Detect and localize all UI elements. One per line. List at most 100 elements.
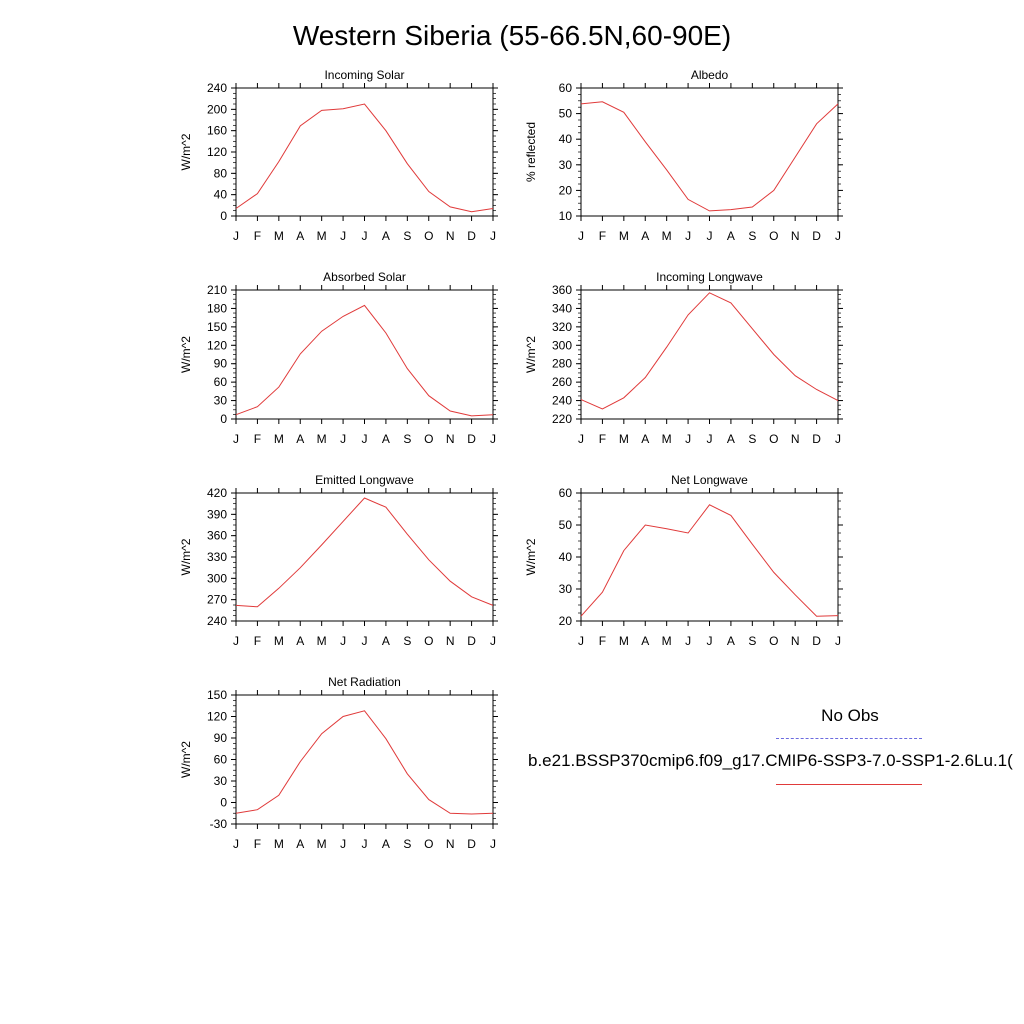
x-tick-label: F [254, 837, 261, 851]
x-tick-label: F [254, 634, 261, 648]
x-tick-label: O [424, 634, 433, 648]
series-line [235, 710, 494, 815]
plot-frame [580, 492, 839, 622]
y-axis-label: % reflected [524, 122, 538, 182]
x-tick-label: J [707, 229, 713, 243]
x-tick-label: S [403, 837, 411, 851]
x-tick-label: A [296, 634, 304, 648]
x-tick-label: M [619, 432, 629, 446]
y-tick-label: 60 [559, 81, 573, 95]
y-tick-label: 160 [207, 124, 227, 138]
y-tick-label: 60 [214, 753, 228, 767]
x-tick-label: N [446, 229, 455, 243]
x-tick-label: N [791, 432, 800, 446]
series-line [235, 497, 494, 608]
y-tick-label: 50 [559, 107, 573, 121]
x-tick-label: S [748, 432, 756, 446]
x-tick-label: M [274, 634, 284, 648]
x-tick-label: D [467, 837, 476, 851]
legend-model-label: b.e21.BSSP370cmip6.f09_g17.CMIP6-SSP3-7.… [528, 751, 1013, 770]
y-tick-label: 60 [559, 486, 573, 500]
x-tick-label: S [403, 432, 411, 446]
x-tick-label: N [446, 634, 455, 648]
plot-frame [235, 87, 494, 217]
y-axis-label: W/m^2 [524, 336, 538, 373]
legend-model-line [776, 784, 922, 785]
x-tick-label: M [317, 634, 327, 648]
x-tick-label: J [233, 634, 239, 648]
y-tick-label: 10 [559, 209, 573, 223]
y-tick-label: 150 [207, 688, 227, 702]
x-tick-label: J [340, 837, 346, 851]
y-tick-label: 90 [214, 357, 228, 371]
x-tick-label: A [296, 432, 304, 446]
x-tick-label: J [490, 432, 496, 446]
y-tick-label: 120 [207, 145, 227, 159]
legend-title: No Obs [821, 706, 879, 725]
x-tick-label: A [641, 634, 649, 648]
x-tick-label: M [274, 432, 284, 446]
panel-title: Incoming Solar [324, 68, 404, 82]
x-tick-label: O [769, 634, 778, 648]
x-tick-label: J [362, 634, 368, 648]
y-tick-label: 40 [214, 188, 228, 202]
x-tick-label: J [835, 432, 841, 446]
x-tick-label: J [835, 634, 841, 648]
x-tick-label: J [490, 837, 496, 851]
x-tick-label: A [727, 432, 735, 446]
y-tick-label: 330 [207, 550, 227, 564]
x-tick-label: O [424, 432, 433, 446]
x-tick-label: J [685, 432, 691, 446]
x-tick-label: M [619, 229, 629, 243]
y-tick-label: 180 [207, 301, 227, 315]
x-tick-label: J [490, 634, 496, 648]
x-tick-label: M [662, 229, 672, 243]
y-tick-label: 0 [220, 796, 227, 810]
x-tick-label: J [233, 837, 239, 851]
x-tick-label: M [662, 432, 672, 446]
x-tick-label: J [578, 432, 584, 446]
x-tick-label: J [340, 634, 346, 648]
x-tick-label: J [490, 229, 496, 243]
y-tick-label: 300 [552, 338, 572, 352]
x-tick-label: S [748, 229, 756, 243]
x-tick-label: D [467, 634, 476, 648]
x-tick-label: J [578, 634, 584, 648]
y-axis-label: W/m^2 [179, 538, 193, 575]
y-tick-label: 150 [207, 320, 227, 334]
x-tick-label: D [467, 229, 476, 243]
x-tick-label: N [791, 634, 800, 648]
y-tick-label: 90 [214, 731, 228, 745]
panel-title: Emitted Longwave [315, 473, 414, 487]
y-tick-label: -30 [210, 817, 228, 831]
x-tick-label: D [467, 432, 476, 446]
x-tick-label: D [812, 634, 821, 648]
x-tick-label: A [382, 634, 390, 648]
plot-frame [235, 492, 494, 622]
x-tick-label: S [403, 634, 411, 648]
x-tick-label: A [296, 229, 304, 243]
x-tick-label: A [382, 837, 390, 851]
x-tick-label: J [340, 229, 346, 243]
chart-panel: Incoming Longwave 220 240 260 280 300 320 340 36… [524, 270, 843, 446]
x-tick-label: F [599, 432, 606, 446]
y-tick-label: 120 [207, 338, 227, 352]
series-line [580, 101, 839, 212]
y-tick-label: 60 [214, 375, 228, 389]
y-tick-label: 50 [559, 518, 573, 532]
x-tick-label: F [599, 634, 606, 648]
x-tick-label: J [707, 432, 713, 446]
x-tick-label: D [812, 229, 821, 243]
x-tick-label: A [727, 634, 735, 648]
x-tick-label: N [791, 229, 800, 243]
x-tick-label: J [362, 432, 368, 446]
x-tick-label: O [769, 432, 778, 446]
x-tick-label: J [362, 229, 368, 243]
x-tick-label: M [662, 634, 672, 648]
